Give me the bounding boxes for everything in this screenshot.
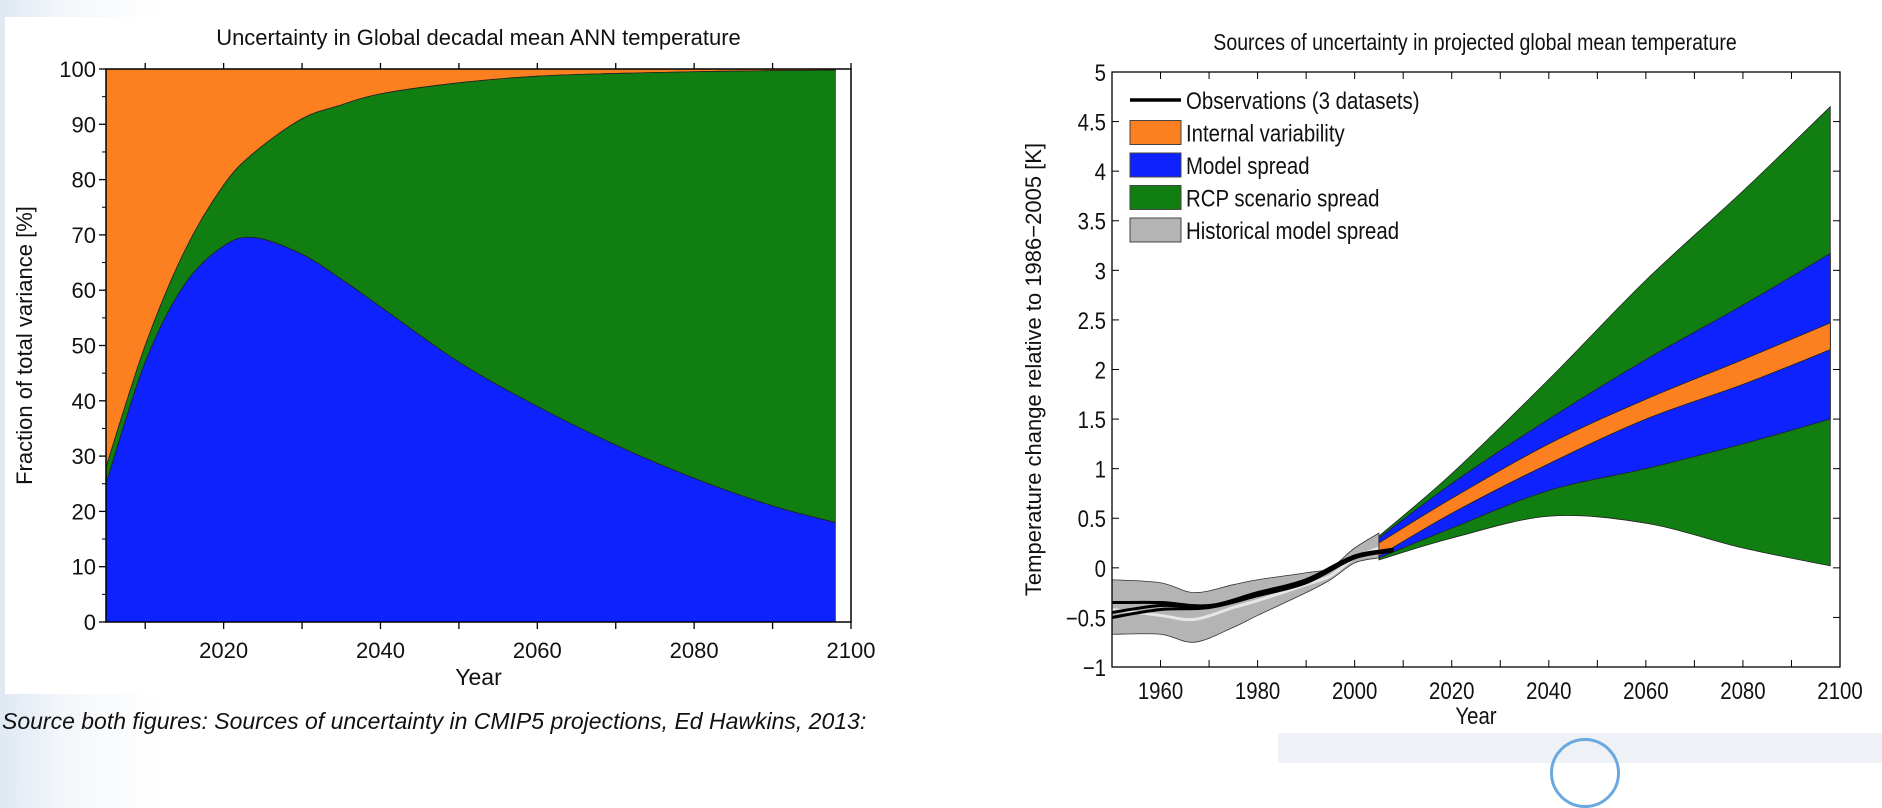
x-tick-label: 2080: [670, 638, 719, 663]
y-tick-label: 70: [72, 223, 96, 248]
legend-swatch: [1129, 185, 1182, 210]
source-caption: Source both figures: Sources of uncertai…: [2, 708, 867, 734]
y-tick-label: 40: [72, 389, 96, 414]
right-x-axis-label: Year: [1455, 702, 1497, 729]
y-tick-label: 20: [72, 499, 96, 524]
internal-variability-area: [1378, 322, 1831, 557]
legend-swatch: [1129, 152, 1182, 178]
legend-label: Internal variability: [1186, 120, 1345, 147]
x-tick-label: 2100: [1817, 677, 1862, 704]
y-tick-label: 50: [72, 334, 96, 359]
historical-model-mean-line: [1111, 546, 1380, 622]
y-tick-label: 1.5: [1078, 407, 1106, 434]
y-tick-label: 2: [1095, 357, 1106, 384]
x-tick-label: 2060: [1623, 677, 1668, 704]
rcp-scenario-spread-area: [1378, 105, 1831, 567]
x-tick-label: 2000: [1332, 677, 1377, 704]
left-y-axis-label: Fraction of total variance [%]: [12, 206, 37, 485]
y-tick-label: 0: [1095, 555, 1106, 582]
y-tick-label: 0.5: [1078, 506, 1106, 533]
x-tick-label: 2040: [356, 638, 405, 663]
y-tick-label: −0.5: [1066, 605, 1106, 632]
y-tick-label: 4.5: [1078, 109, 1106, 136]
legend-label: RCP scenario spread: [1186, 185, 1379, 212]
x-tick-label: 2100: [827, 638, 876, 663]
historical-model-spread-area: [1111, 532, 1380, 643]
y-tick-label: 90: [72, 112, 96, 137]
y-tick-label: 3.5: [1078, 208, 1106, 235]
y-tick-label: −1: [1083, 654, 1106, 681]
legend-swatch: [1129, 120, 1182, 145]
legend-label: Model spread: [1186, 152, 1310, 179]
x-tick-label: 2020: [1429, 677, 1474, 704]
legend-swatch: [1129, 217, 1182, 243]
x-tick-label: 2080: [1720, 677, 1765, 704]
x-tick-label: 1980: [1235, 677, 1280, 704]
x-tick-label: 1960: [1138, 677, 1183, 704]
y-tick-label: 5: [1095, 59, 1106, 86]
logo-circle-icon: [1550, 738, 1620, 808]
y-tick-label: 100: [59, 57, 96, 82]
left-chart-title: Uncertainty in Global decadal mean ANN t…: [216, 25, 741, 50]
right-chart-title: Sources of uncertainty in projected glob…: [1213, 30, 1736, 56]
x-tick-label: 2060: [513, 638, 562, 663]
y-tick-label: 10: [72, 555, 96, 580]
y-tick-label: 30: [72, 444, 96, 469]
y-tick-label: 2.5: [1078, 307, 1106, 334]
y-tick-label: 1: [1095, 456, 1106, 483]
legend-label: Historical model spread: [1186, 217, 1399, 244]
y-tick-label: 80: [72, 168, 96, 193]
y-tick-label: 3: [1095, 258, 1106, 285]
legend-label: Observations (3 datasets): [1186, 87, 1420, 114]
observation-line-3: [1111, 547, 1394, 614]
legend: Observations (3 datasets) Internal variab…: [1129, 87, 1420, 244]
left-x-axis-label: Year: [455, 664, 502, 690]
y-tick-label: 60: [72, 278, 96, 303]
x-tick-label: 2020: [199, 638, 248, 663]
y-tick-label: 4: [1095, 159, 1106, 186]
x-tick-label: 2040: [1526, 677, 1571, 704]
y-tick-label: 0: [84, 610, 96, 635]
right-y-axis-label: Temperature change relative to 1986−2005…: [1021, 143, 1046, 596]
